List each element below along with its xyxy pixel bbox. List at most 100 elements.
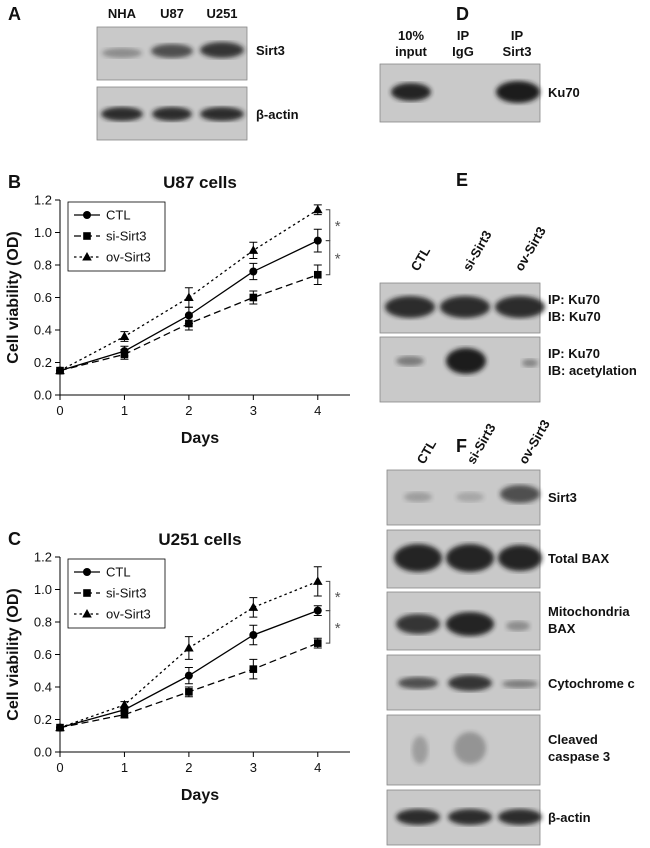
x-axis-label: Days [181, 787, 219, 804]
marker [249, 293, 258, 302]
x-tick-label: 0 [56, 403, 63, 418]
band [500, 485, 540, 503]
lane-label: ov-Sirt3 [516, 417, 553, 466]
band [101, 107, 143, 121]
marker [185, 688, 193, 696]
lane-label: ov-Sirt3 [512, 224, 549, 273]
annotation: * [335, 218, 341, 235]
marker [184, 292, 194, 301]
row-label: Total BAX [548, 551, 609, 566]
marker [55, 722, 65, 732]
marker [313, 236, 322, 245]
band [502, 680, 538, 688]
band [152, 107, 192, 121]
marker [312, 576, 323, 585]
band [151, 44, 193, 58]
x-tick-label: 3 [250, 760, 257, 775]
y-tick-label: 0.6 [34, 290, 52, 305]
band [396, 356, 424, 366]
marker [119, 699, 130, 709]
y-tick-label: 0.4 [34, 680, 52, 695]
marker [82, 609, 92, 618]
marker [313, 639, 322, 647]
band [200, 42, 244, 58]
marker [83, 232, 91, 240]
marker [82, 252, 92, 261]
row-label: IP: Ku70 IB: Ku70 [548, 292, 601, 324]
y-tick-label: 0.8 [34, 615, 52, 630]
chart-title: U87 cells [163, 173, 237, 192]
band [102, 48, 142, 58]
x-tick-label: 4 [314, 403, 321, 418]
marker [249, 665, 258, 673]
marker [184, 643, 194, 652]
y-tick-label: 0.0 [34, 388, 52, 403]
row-label: Ku70 [548, 85, 580, 100]
legend-label: ov-Sirt3 [106, 250, 151, 265]
y-tick-label: 0.2 [34, 712, 52, 727]
band [412, 736, 428, 764]
band [495, 296, 545, 318]
bracket [325, 610, 331, 644]
y-tick-label: 0.6 [34, 647, 52, 662]
annotation: * [335, 251, 341, 268]
y-tick-label: 0.8 [34, 258, 52, 273]
band [391, 83, 431, 101]
band [446, 348, 486, 374]
marker [249, 631, 258, 639]
lane-label: U87 [160, 6, 184, 21]
marker [55, 365, 65, 375]
marker [185, 319, 193, 328]
panel-letter: E [456, 170, 468, 190]
band [446, 612, 494, 636]
marker [313, 270, 322, 279]
lane-label: IP IgG [452, 28, 474, 59]
row-label: Cleaved caspase 3 [548, 732, 610, 764]
legend-label: CTL [106, 208, 131, 223]
marker [120, 710, 129, 719]
row-label: Mitochondria BAX [548, 604, 630, 636]
marker [248, 245, 259, 254]
y-tick-label: 0.0 [34, 745, 52, 760]
bracket [325, 209, 331, 242]
x-tick-label: 1 [121, 760, 128, 775]
band [506, 621, 530, 631]
series-line [59, 209, 319, 372]
y-axis-label: Cell viability (OD) [5, 231, 22, 363]
lane-label: CTL [408, 244, 434, 273]
bracket [325, 580, 331, 612]
marker [120, 350, 129, 359]
band [496, 81, 540, 103]
x-tick-label: 4 [314, 760, 321, 775]
annotation: * [335, 589, 341, 606]
band [448, 675, 492, 691]
x-tick-label: 2 [185, 403, 192, 418]
y-tick-label: 1.2 [34, 550, 52, 565]
band [398, 677, 438, 689]
band [396, 614, 440, 634]
band [446, 544, 494, 572]
row-label: β-actin [548, 810, 591, 825]
band [448, 809, 492, 825]
y-tick-label: 1.0 [34, 582, 52, 597]
x-tick-label: 2 [185, 760, 192, 775]
lane-label: CTL [414, 437, 440, 466]
band [456, 492, 484, 502]
y-tick-label: 1.0 [34, 225, 52, 240]
band [454, 732, 486, 764]
row-label: IP: Ku70 IB: acetylation [548, 346, 637, 378]
y-tick-label: 0.2 [34, 355, 52, 370]
marker [83, 568, 91, 576]
marker [248, 602, 259, 611]
x-axis-label: Days [181, 430, 219, 447]
lane-label: si-Sirt3 [460, 228, 495, 274]
row-label: Sirt3 [548, 490, 577, 505]
row-label: Cytochrome c [548, 676, 635, 691]
panel-letter: B [8, 172, 21, 192]
marker [83, 589, 91, 597]
legend-label: si-Sirt3 [106, 586, 146, 601]
row-label: β-actin [256, 107, 299, 122]
band [440, 296, 490, 318]
band [498, 809, 542, 825]
